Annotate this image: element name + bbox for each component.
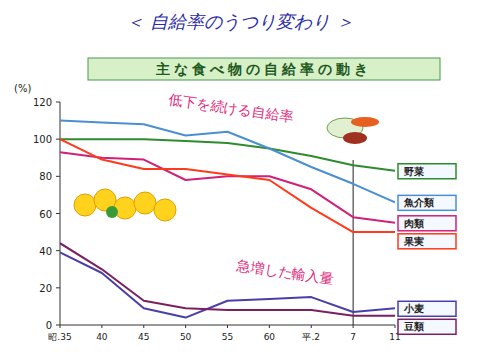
series-line xyxy=(60,243,395,316)
y-tick-label: 80 xyxy=(39,171,52,182)
plot-area xyxy=(60,121,395,318)
x-tick xyxy=(101,325,102,328)
y-tick-label: 20 xyxy=(39,283,52,294)
legend-box xyxy=(398,301,456,316)
x-tick xyxy=(143,325,144,328)
legend-box xyxy=(398,319,456,334)
legend-label: 野菜 xyxy=(404,166,424,177)
y-tick xyxy=(56,176,60,177)
x-tick xyxy=(185,325,186,328)
series-line xyxy=(60,139,395,171)
legend-label: 豆類 xyxy=(403,321,424,332)
chart: ＜ 自給率のうつり変わり ＞ 主な食べ物の自給率の動き (%) 0 20 40 60 80 10… xyxy=(0,0,478,357)
x-tick-label: 45 xyxy=(138,332,149,342)
y-tick-label: 120 xyxy=(33,97,52,108)
series-line xyxy=(60,139,395,232)
y-label: (%) xyxy=(14,83,31,94)
subtitle-box xyxy=(88,58,440,80)
legend-box xyxy=(398,216,456,231)
y-tick-label: 0 xyxy=(46,320,52,331)
y-tick-label: 60 xyxy=(39,209,52,220)
annotation: 低下を続ける自給率 xyxy=(168,91,295,124)
y-tick-label: 100 xyxy=(33,134,52,145)
x-tick-label: 55 xyxy=(222,332,233,342)
x-tick-label: 50 xyxy=(180,332,192,342)
x-tick xyxy=(269,325,270,328)
legend-box xyxy=(398,195,456,210)
lemon xyxy=(134,192,156,214)
y-tick xyxy=(56,287,60,288)
x-tick xyxy=(227,325,228,328)
x-tick-label: 40 xyxy=(96,332,108,342)
y-tick xyxy=(56,213,60,214)
background xyxy=(0,0,478,357)
vegetable xyxy=(343,132,367,144)
legend-label: 肉類 xyxy=(404,218,424,229)
legend-box xyxy=(398,234,456,249)
legend-label: 果実 xyxy=(403,236,424,247)
y-tick xyxy=(56,325,60,326)
lemon xyxy=(154,199,176,221)
legend-label: 小麦 xyxy=(403,303,424,314)
annotation: 急増した輸入量 xyxy=(235,257,335,287)
subtitle: 主な食べ物の自給率の動き xyxy=(155,61,372,77)
lemon xyxy=(114,197,136,219)
carrot xyxy=(351,117,379,127)
legend-label: 魚介類 xyxy=(403,197,434,208)
x-tick xyxy=(311,325,312,328)
legend: 野菜魚介類肉類果実小麦豆類 xyxy=(398,164,456,335)
lime xyxy=(106,206,118,218)
y-tick xyxy=(56,102,60,103)
series-line xyxy=(60,253,395,318)
x-tick xyxy=(353,325,354,328)
x-tick xyxy=(60,325,61,328)
x-tick xyxy=(395,325,396,328)
x-tick-label: 7 xyxy=(350,332,356,342)
y-tick xyxy=(56,139,60,140)
legend-box xyxy=(398,164,456,179)
y-tick xyxy=(56,250,60,251)
y-tick-label: 40 xyxy=(39,246,52,257)
x-tick-label: 平.2 xyxy=(302,332,320,342)
title: ＜ 自給率のうつり変わり ＞ xyxy=(126,11,353,32)
x-tick-label: 60 xyxy=(264,332,276,342)
x-tick-label: 昭.35 xyxy=(48,332,71,342)
lemon xyxy=(74,194,96,216)
series-line xyxy=(60,152,395,223)
